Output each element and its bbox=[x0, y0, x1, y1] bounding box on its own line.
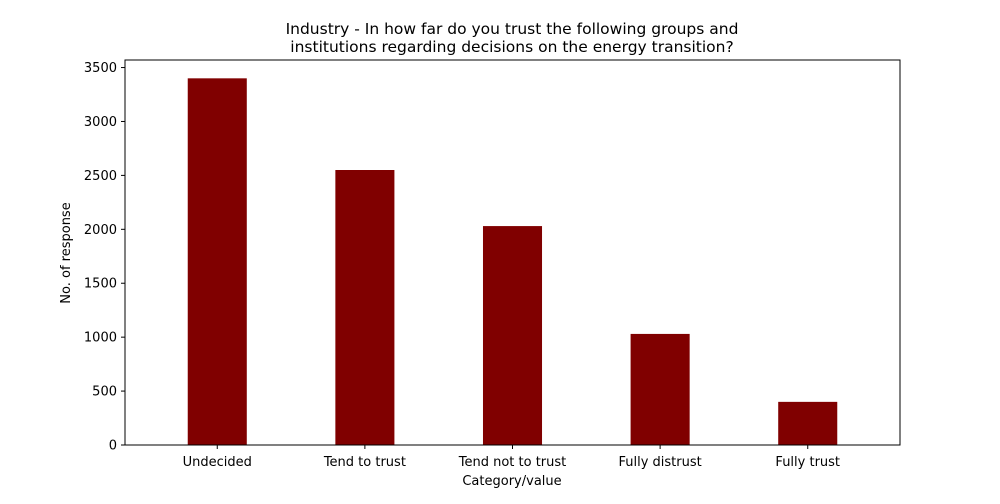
x-ticks-layer: Undecided Tend to trust Tend not to trust F… bbox=[183, 445, 840, 470]
bar-undecided bbox=[187, 78, 247, 445]
bar-tend-to-trust bbox=[335, 170, 395, 445]
x-tick-label: Fully trust bbox=[775, 455, 840, 470]
y-ticks-layer: 0 500 1000 1500 2000 2500 3000 3500 bbox=[84, 61, 125, 454]
y-tick-label: 3000 bbox=[84, 115, 117, 130]
y-tick-label: 1500 bbox=[84, 277, 117, 292]
bar-fully-trust bbox=[778, 401, 838, 445]
x-tick-label: Undecided bbox=[183, 455, 252, 470]
x-tick-label: Tend not to trust bbox=[458, 455, 567, 470]
chart-title-line-1: Industry - In how far do you trust the f… bbox=[286, 20, 739, 38]
bars-layer bbox=[187, 78, 838, 445]
y-tick-label: 3500 bbox=[84, 61, 117, 76]
y-tick-label: 1000 bbox=[84, 331, 117, 346]
y-tick-label: 2000 bbox=[84, 223, 117, 238]
y-tick-label: 2500 bbox=[84, 169, 117, 184]
x-tick-label: Fully distrust bbox=[618, 455, 701, 470]
y-tick-label: 500 bbox=[92, 385, 117, 400]
x-axis-label: Category/value bbox=[462, 474, 561, 489]
chart-title-line-2: institutions regarding decisions on the … bbox=[290, 38, 733, 56]
y-tick-label: 0 bbox=[109, 439, 117, 454]
y-axis-label: No. of response bbox=[59, 202, 74, 303]
x-tick-label: Tend to trust bbox=[323, 455, 406, 470]
plot-frame bbox=[124, 59, 901, 446]
bar-tend-not-to-trust bbox=[482, 226, 543, 445]
bar-fully-distrust bbox=[630, 333, 690, 445]
